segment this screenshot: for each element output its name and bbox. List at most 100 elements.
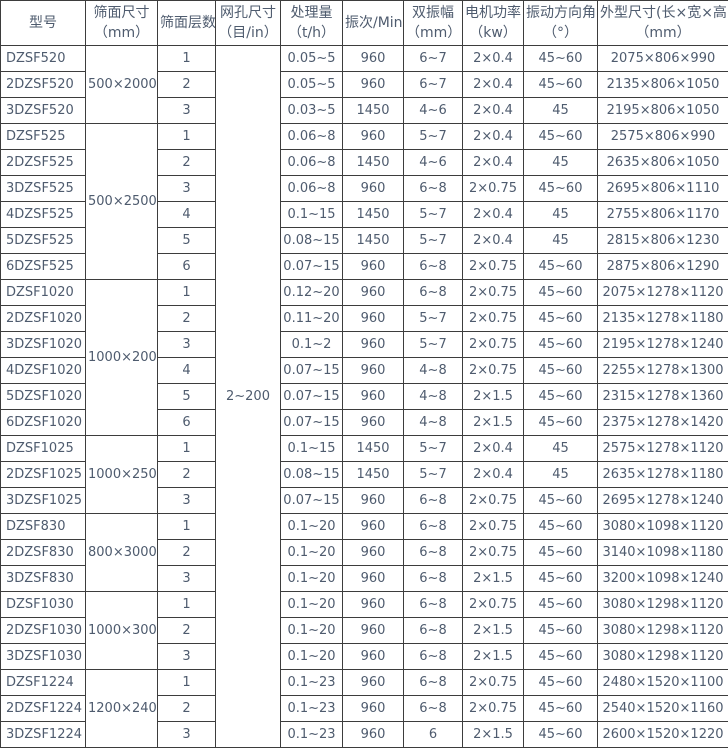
col-header-title: 网孔尺寸 — [220, 4, 276, 21]
table-row: DZSF1025 1000×2500 1 0.1~15 1450 5~7 2×0.4 45 25… — [0, 435, 728, 514]
table-row: DZSF1224 1200×2400 1 0.1~23 960 6~8 2×0.75 45~6… — [0, 669, 728, 748]
amplitude-cell: 4~6 — [403, 97, 463, 124]
col-header-title: 处理量 — [290, 4, 333, 21]
col-header-unit: （t/h） — [287, 25, 336, 41]
amplitude-cell: 6~8 — [403, 539, 463, 566]
power-cell: 2×0.75 — [462, 357, 524, 384]
capacity-cell: 0.12~20 — [280, 279, 343, 306]
amplitude-cell: 5~7 — [403, 305, 463, 332]
col-header-amplitude: 双振幅 （mm） — [403, 0, 463, 46]
layers-cell: 3 — [157, 643, 216, 670]
amplitude-cell: 6~8 — [403, 695, 463, 722]
angle-cell: 45~60 — [523, 253, 598, 280]
table-row: 2DZSF525 2 0.06~8 1450 4~6 2×0.4 45 2635×806×10… — [0, 149, 728, 176]
amplitude-cell: 6~8 — [403, 279, 463, 306]
power-cell: 2×0.4 — [462, 71, 524, 98]
model-cell: DZSF1020 — [0, 279, 86, 306]
layers-cell: 2 — [157, 149, 216, 176]
model-cell: 3DZSF1020 — [0, 331, 86, 358]
amplitude-cell: 6~8 — [403, 669, 463, 696]
amplitude-cell: 5~7 — [403, 227, 463, 254]
col-header-title: 振次/Min — [345, 14, 403, 31]
power-cell: 2×0.75 — [462, 695, 524, 722]
frequency-cell: 960 — [342, 253, 404, 280]
power-cell: 2×1.5 — [462, 721, 524, 748]
table-row: DZSF830 800×3000 1 0.1~20 960 6~8 2×0.75 45~60 3… — [0, 513, 728, 592]
capacity-cell: 0.1~20 — [280, 643, 343, 670]
angle-cell: 45~60 — [523, 45, 598, 72]
power-cell: 2×0.75 — [462, 331, 524, 358]
frequency-cell: 960 — [342, 539, 404, 566]
capacity-cell: 0.1~15 — [280, 201, 343, 228]
angle-cell: 45~60 — [523, 643, 598, 670]
layers-cell: 4 — [157, 201, 216, 228]
power-cell: 2×0.4 — [462, 123, 524, 150]
power-cell: 2×0.75 — [462, 487, 524, 514]
frequency-cell: 960 — [342, 305, 404, 332]
power-cell: 2×0.75 — [462, 591, 524, 618]
angle-cell: 45~60 — [523, 721, 598, 748]
capacity-cell: 0.1~20 — [280, 513, 343, 540]
table-row: 4DZSF525 4 0.1~15 1450 5~7 2×0.4 45 2755×806×11… — [0, 201, 728, 228]
frequency-cell: 1450 — [342, 435, 404, 462]
power-cell: 2×1.5 — [462, 383, 524, 410]
amplitude-cell: 4~8 — [403, 409, 463, 436]
model-cell: DZSF1030 — [0, 591, 86, 618]
table-row: 2DZSF1020 2 0.11~20 960 5~7 2×0.75 45~60 2135×1… — [0, 305, 728, 332]
layers-cell: 3 — [157, 331, 216, 358]
dimensions-cell: 2480×1520×1100 — [597, 669, 728, 696]
angle-cell: 45~60 — [523, 279, 598, 306]
model-cell: 2DZSF520 — [0, 71, 86, 98]
power-cell: 2×0.75 — [462, 279, 524, 306]
dimensions-cell: 2195×806×1050 — [597, 97, 728, 124]
angle-cell: 45 — [523, 97, 598, 124]
layers-cell: 2 — [157, 305, 216, 332]
col-header-title: 双振幅 — [412, 4, 454, 21]
frequency-cell: 960 — [342, 409, 404, 436]
layers-cell: 4 — [157, 357, 216, 384]
layers-cell: 2 — [157, 461, 216, 488]
layers-cell: 5 — [157, 227, 216, 254]
capacity-cell: 0.1~20 — [280, 591, 343, 618]
layers-cell: 2 — [157, 617, 216, 644]
screen-size-cell: 500×2500 — [85, 123, 158, 280]
dimensions-cell: 3080×1098×1120 — [597, 513, 728, 540]
amplitude-cell: 5~7 — [403, 123, 463, 150]
frequency-cell: 1450 — [342, 201, 404, 228]
dimensions-cell: 2075×806×990 — [597, 45, 728, 72]
capacity-cell: 0.03~5 — [280, 97, 343, 124]
table-row: DZSF525 500×2500 1 0.06~8 960 5~7 2×0.4 45~60 25… — [0, 123, 728, 280]
frequency-cell: 960 — [342, 721, 404, 748]
model-cell: 3DZSF1224 — [0, 721, 86, 748]
model-cell: DZSF1025 — [0, 435, 86, 462]
model-cell: 2DZSF1224 — [0, 695, 86, 722]
table-row: 2DZSF1030 2 0.1~20 960 6~8 2×1.5 45~60 3080×129… — [0, 617, 728, 644]
angle-cell: 45 — [523, 227, 598, 254]
capacity-cell: 0.1~23 — [280, 669, 343, 696]
angle-cell: 45~60 — [523, 617, 598, 644]
capacity-cell: 0.1~2 — [280, 331, 343, 358]
angle-cell: 45~60 — [523, 383, 598, 410]
col-header-unit: （mm） — [93, 25, 150, 41]
amplitude-cell: 6~8 — [403, 253, 463, 280]
table-row: 6DZSF1020 6 0.07~15 960 4~8 2×1.5 45~60 2375×12… — [0, 409, 728, 436]
angle-cell: 45~60 — [523, 305, 598, 332]
dimensions-cell: 2135×1278×1180 — [597, 305, 728, 332]
amplitude-cell: 6~7 — [403, 71, 463, 98]
amplitude-cell: 4~6 — [403, 149, 463, 176]
screen-size-cell: 1000×3000 — [85, 591, 158, 670]
dimensions-cell: 2695×1278×1240 — [597, 487, 728, 514]
amplitude-cell: 6~7 — [403, 45, 463, 72]
capacity-cell: 0.07~15 — [280, 253, 343, 280]
frequency-cell: 960 — [342, 617, 404, 644]
frequency-cell: 960 — [342, 357, 404, 384]
dimensions-cell: 2875×806×1290 — [597, 253, 728, 280]
layers-cell: 3 — [157, 97, 216, 124]
col-header-screen-size: 筛面尺寸 （mm） — [85, 0, 158, 46]
frequency-cell: 1450 — [342, 461, 404, 488]
header-row: 型号 筛面尺寸 （mm） 筛面层数 网孔尺寸 （目/in） 处理量 （t/h） … — [0, 0, 728, 46]
capacity-cell: 0.05~5 — [280, 71, 343, 98]
model-cell: DZSF525 — [0, 123, 86, 150]
col-header-angle: 振动方向角 （°） — [523, 0, 598, 46]
frequency-cell: 960 — [342, 565, 404, 592]
